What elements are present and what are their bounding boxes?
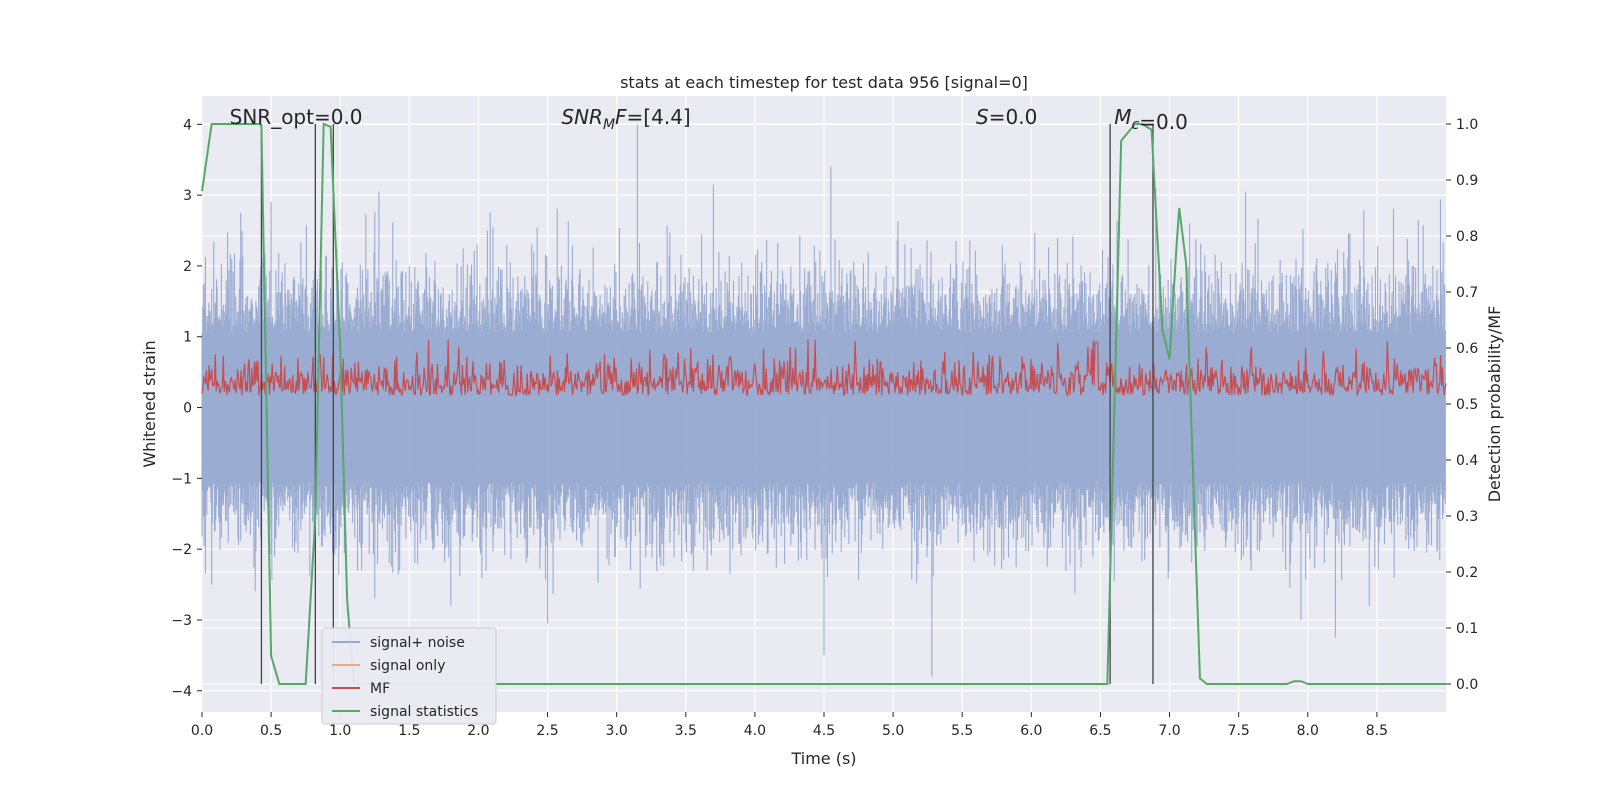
y-tick-label: −3: [171, 613, 192, 629]
y-tick-label: 1: [183, 330, 192, 346]
legend-label: signal+ noise: [370, 635, 465, 651]
series-signal-noise: [201, 124, 1446, 677]
x-tick-label: 7.5: [1228, 723, 1250, 739]
y-right-tick-label: 0.3: [1456, 509, 1478, 525]
x-tick-label: 1.5: [398, 723, 420, 739]
series-signal-statistics: [201, 122, 1446, 685]
y-axis-label: Whitened strain: [140, 340, 159, 467]
legend: signal+ noise signal only MF signal statist…: [321, 627, 497, 725]
y-right-tick-label: 0.4: [1456, 453, 1478, 469]
series-layer: [201, 122, 1447, 685]
x-tick-label: 4.0: [744, 723, 766, 739]
x-tick-label: 1.0: [329, 723, 351, 739]
y-right-tick-label: 0.1: [1456, 621, 1478, 637]
series-mf: [201, 339, 1447, 397]
y-right-tick-label: 1.0: [1456, 117, 1478, 133]
y-tick-label: −1: [171, 471, 192, 487]
legend-label: signal only: [370, 658, 445, 674]
y-tick-label: 3: [183, 188, 192, 204]
y-tick-label: −2: [171, 542, 192, 558]
x-tick-label: 8.0: [1297, 723, 1319, 739]
legend-box: [321, 627, 497, 725]
x-tick-label: 0.0: [191, 723, 213, 739]
ticks: 0.0 0.5 1.0 1.5 2.0 2.5 3.0 3.5 4.0 4.5 5.0 5.5 6.0 6…: [171, 117, 1478, 739]
legend-label: MF: [370, 681, 390, 697]
x-tick-label: 3.0: [606, 723, 628, 739]
y-right-tick-label: 0.7: [1456, 285, 1478, 301]
y-tick-label: 0: [183, 401, 192, 417]
x-axis-label: Time (s): [790, 749, 856, 768]
y-right-axis-label: Detection probability/MF: [1485, 306, 1504, 503]
y-right-tick-label: 0.5: [1456, 397, 1478, 413]
x-tick-label: 0.5: [260, 723, 282, 739]
x-tick-label: 6.0: [1020, 723, 1042, 739]
x-tick-label: 5.0: [882, 723, 904, 739]
x-tick-label: 5.5: [951, 723, 973, 739]
y-right-tick-label: 0.0: [1456, 677, 1478, 693]
x-tick-label: 7.0: [1158, 723, 1180, 739]
annotation-3: Mc=0.0: [1114, 105, 1188, 134]
y-tick-label: −4: [171, 684, 192, 700]
x-tick-label: 2.5: [536, 723, 558, 739]
x-tick-label: 8.5: [1366, 723, 1388, 739]
y-right-tick-label: 0.8: [1456, 229, 1478, 245]
y-right-tick-label: 0.2: [1456, 565, 1478, 581]
x-tick-label: 4.5: [813, 723, 835, 739]
x-tick-label: 2.0: [467, 723, 489, 739]
x-tick-label: 3.5: [675, 723, 697, 739]
annotation-0: SNR_opt=0.0: [230, 105, 363, 129]
x-tick-label: 6.5: [1089, 723, 1111, 739]
chart-title: stats at each timestep for test data 956…: [620, 73, 1028, 92]
annotations: SNR_opt=0.0 SNRMF=[4.4] S=0.0 Mc=0.0: [230, 105, 1188, 134]
y-tick-label: 2: [183, 259, 192, 275]
y-right-tick-label: 0.6: [1456, 341, 1478, 357]
annotation-2: S=0.0: [976, 105, 1037, 129]
legend-label: signal statistics: [370, 704, 478, 720]
y-right-tick-label: 0.9: [1456, 173, 1478, 189]
y-tick-label: 4: [183, 117, 192, 133]
annotation-1: SNRMF=[4.4]: [561, 105, 690, 133]
